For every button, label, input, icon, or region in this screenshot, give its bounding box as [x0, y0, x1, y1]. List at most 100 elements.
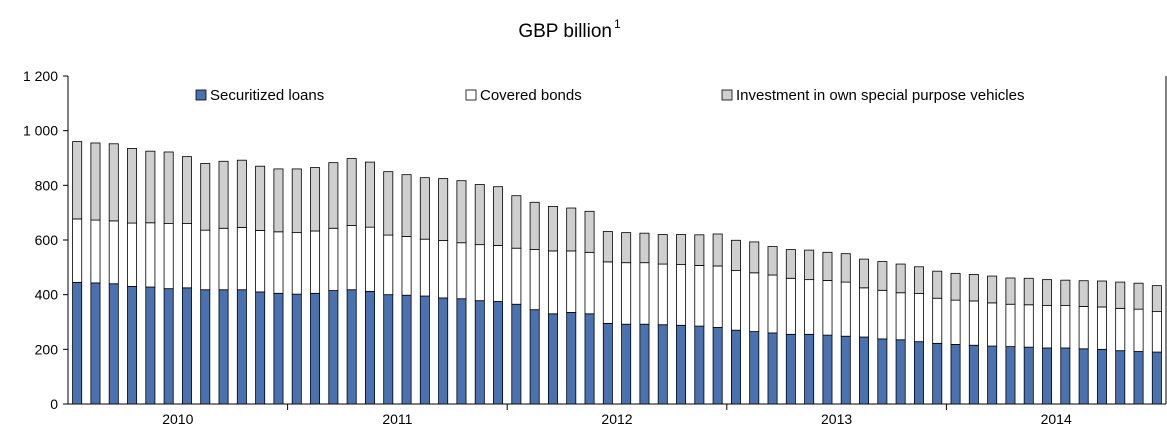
bar-securitized-loans [547, 313, 558, 405]
bar-securitized-loans [859, 336, 870, 405]
bar-own-spv [310, 167, 321, 232]
y-tick-label: 600 [35, 232, 59, 248]
bar-own-spv [804, 249, 815, 281]
bar-own-spv [584, 210, 595, 253]
bar-covered-bonds [712, 265, 723, 328]
bar-covered-bonds [438, 240, 449, 299]
bar-covered-bonds [767, 274, 778, 334]
bar-covered-bonds [1042, 305, 1053, 349]
bar-securitized-loans [218, 289, 229, 405]
bar-own-spv [401, 174, 412, 237]
bar-own-spv [987, 275, 998, 304]
bar-securitized-loans [840, 335, 851, 405]
bar-own-spv [895, 263, 906, 294]
bar-covered-bonds [145, 222, 156, 288]
bar-covered-bonds [566, 250, 577, 313]
bar-covered-bonds [474, 244, 485, 302]
bar-securitized-loans [72, 281, 83, 405]
bar-securitized-loans [456, 298, 467, 405]
bar-securitized-loans [767, 332, 778, 405]
bar-covered-bonds [657, 263, 668, 326]
bar-own-spv [1151, 285, 1162, 313]
bar-covered-bonds [72, 218, 83, 283]
bar-covered-bonds [1133, 308, 1144, 352]
bar-covered-bonds [493, 245, 504, 302]
bar-own-spv [767, 246, 778, 276]
bar-own-spv [328, 162, 339, 229]
bar-securitized-loans [602, 322, 613, 405]
bar-own-spv [273, 168, 284, 233]
bar-own-spv [438, 178, 449, 241]
bar-own-spv [474, 184, 485, 246]
bar-securitized-loans [474, 300, 485, 405]
bar-covered-bonds [822, 280, 833, 336]
bar-own-spv [218, 160, 229, 229]
bar-own-spv [822, 251, 833, 281]
bar-covered-bonds [218, 227, 229, 291]
bar-securitized-loans [328, 290, 339, 405]
bar-securitized-loans [383, 294, 394, 405]
bar-securitized-loans [255, 291, 266, 405]
bar-own-spv [859, 258, 870, 289]
legend-swatch-securitized-loans [195, 89, 207, 101]
bar-own-spv [1133, 282, 1144, 310]
bar-covered-bonds [310, 230, 321, 294]
bar-own-spv [840, 253, 851, 283]
bar-covered-bonds [877, 289, 888, 340]
bar-covered-bonds [90, 219, 101, 284]
bar-own-spv [602, 231, 613, 263]
bar-own-spv [236, 159, 247, 228]
bar-own-spv [511, 195, 522, 249]
bar-securitized-loans [584, 313, 595, 405]
bar-covered-bonds [932, 297, 943, 344]
bar-own-spv [1042, 279, 1053, 307]
bar-securitized-loans [163, 288, 174, 405]
bar-covered-bonds [1115, 307, 1126, 352]
bar-securitized-loans [90, 282, 101, 405]
bar-securitized-loans [529, 309, 540, 405]
x-axis-ticks: 2010 2011 2012 2013 2014 [162, 404, 1072, 427]
bar-covered-bonds [1023, 304, 1034, 348]
bar-covered-bonds [346, 225, 357, 291]
bar-own-spv [1060, 279, 1071, 306]
chart-title: GBP billion [518, 21, 612, 42]
bar-own-spv [291, 168, 302, 234]
bar-own-spv [730, 239, 741, 272]
bar-covered-bonds [163, 223, 174, 290]
bar-covered-bonds [181, 223, 192, 289]
bar-own-spv [493, 186, 504, 246]
bar-securitized-loans [127, 286, 138, 405]
bar-own-spv [1078, 280, 1089, 307]
bar-covered-bonds [1005, 303, 1016, 348]
bar-covered-bonds [621, 262, 632, 325]
bar-securitized-loans [804, 333, 815, 405]
legend-label-covered-bonds: Covered bonds [480, 87, 582, 104]
bar-own-spv [547, 205, 558, 252]
bar-own-spv [364, 161, 375, 228]
bar-own-spv [913, 266, 924, 294]
legend: Securitized loans Covered bonds Investme… [195, 87, 1025, 104]
bar-securitized-loans [1005, 346, 1016, 405]
bar-own-spv [181, 156, 192, 225]
bar-own-spv [1005, 277, 1016, 305]
bar-covered-bonds [1096, 306, 1107, 350]
bar-securitized-loans [364, 290, 375, 405]
bar-own-spv [163, 151, 174, 225]
legend-swatch-own-spv [721, 89, 733, 101]
bar-securitized-loans [712, 327, 723, 405]
bar-covered-bonds [730, 270, 741, 331]
y-tick-label: 0 [50, 396, 58, 412]
bar-securitized-loans [932, 342, 943, 405]
bar-own-spv [127, 148, 138, 224]
bar-securitized-loans [511, 303, 522, 405]
bar-own-spv [694, 234, 705, 266]
bar-covered-bonds [968, 300, 979, 346]
bar-covered-bonds [950, 299, 961, 345]
legend-swatch-covered-bonds [465, 89, 477, 101]
bar-securitized-loans [493, 301, 504, 405]
bar-covered-bonds [895, 292, 906, 341]
plot-area [67, 76, 1167, 405]
bar-covered-bonds [749, 272, 760, 332]
bar-covered-bonds [236, 227, 247, 291]
bar-own-spv [419, 177, 430, 240]
